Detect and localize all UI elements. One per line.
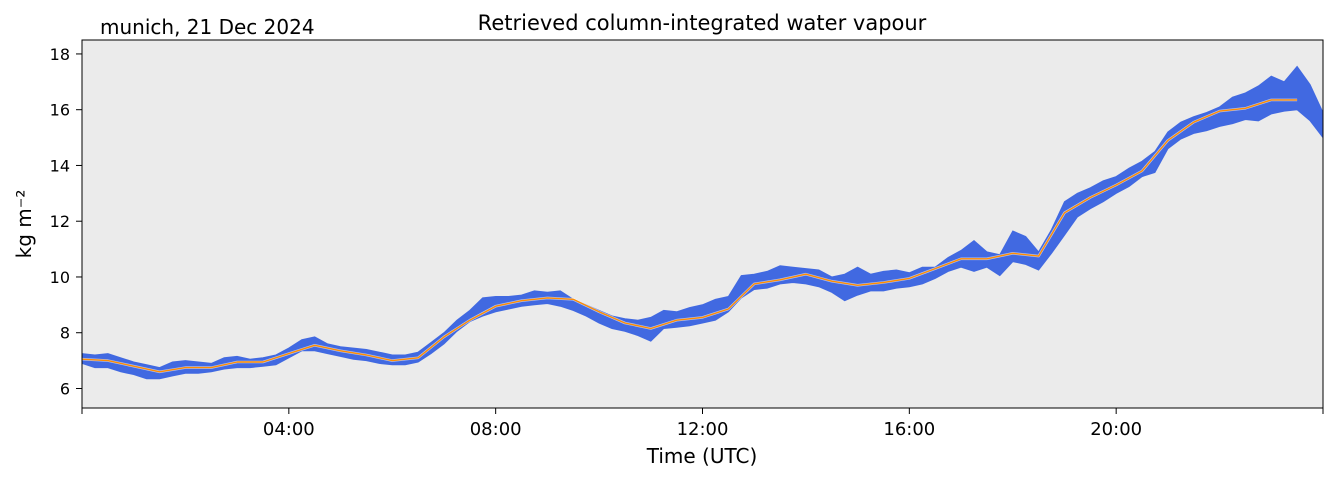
x-tick-label: 20:00 [1090, 419, 1142, 440]
y-tick-label: 10 [50, 268, 70, 287]
y-tick-label: 6 [60, 379, 70, 398]
x-tick-label: 12:00 [677, 419, 729, 440]
y-tick-label: 12 [50, 212, 70, 231]
x-axis-label: Time (UTC) [646, 444, 758, 468]
smoothed-series-layer [81, 98, 1298, 374]
y-tick-label: 18 [50, 45, 70, 64]
x-tick-label: 16:00 [883, 419, 935, 440]
plot-area [82, 40, 1323, 408]
y-tick-label: 16 [50, 101, 70, 120]
y-tick-label: 8 [60, 324, 70, 343]
chart-subtitle: munich, 21 Dec 2024 [100, 15, 315, 39]
x-tick-label: 08:00 [470, 419, 522, 440]
y-axis-label: kg m⁻² [12, 190, 36, 259]
chart-title: Retrieved column-integrated water vapour [478, 11, 927, 35]
x-axis: 04:00 08:00 12:00 16:00 20:00 [81, 408, 1324, 440]
y-axis: 6 8 10 12 14 16 18 [50, 45, 82, 398]
x-tick-label: 04:00 [263, 419, 315, 440]
y-tick-label: 14 [50, 156, 70, 175]
smoothed-series-line [81, 99, 1298, 373]
